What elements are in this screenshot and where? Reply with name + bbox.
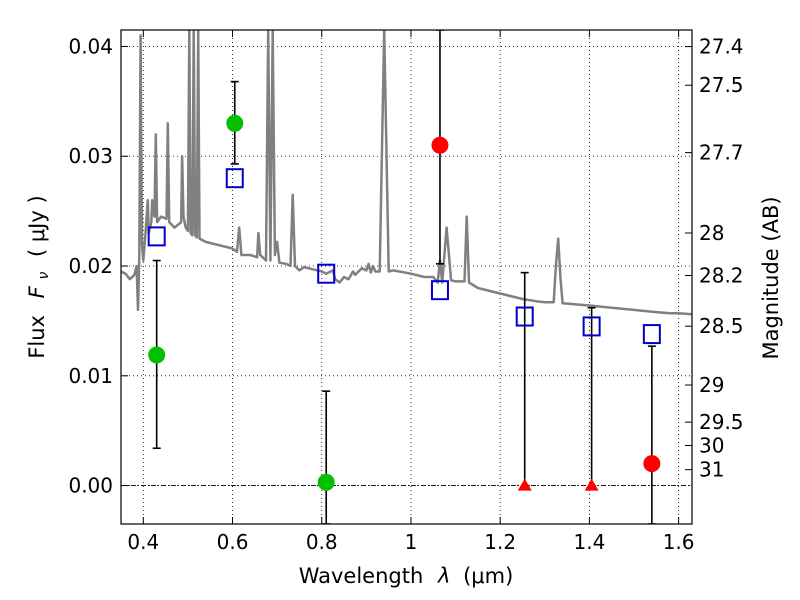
- y-tick-label: 0.01: [68, 364, 113, 388]
- model-flux-square: [225, 168, 244, 189]
- magnitude-tick-label: 31: [699, 458, 724, 482]
- magnitude-axis-label: Magnitude (AB): [759, 196, 783, 359]
- magnitude-tick-label: 27.4: [699, 35, 744, 59]
- data-point-circle: [317, 473, 335, 491]
- upper-limit-triangle: [584, 478, 599, 491]
- x-tick-label: 1.4: [573, 530, 605, 554]
- x-axis-label-prefix: Wavelength: [299, 564, 424, 588]
- x-tick-label: 0.4: [127, 530, 159, 554]
- plot-frame: [120, 29, 693, 525]
- magnitude-tick-label: 27.7: [699, 141, 744, 165]
- upper-limit-triangle: [517, 478, 532, 491]
- y-tick-label: 0.00: [68, 474, 113, 498]
- y-tick-label: 0.02: [68, 254, 113, 278]
- x-axis-label-unit: (μm): [463, 564, 513, 588]
- magnitude-tick-label: 27.5: [699, 73, 744, 97]
- x-tick-label: 0.6: [217, 530, 249, 554]
- y-tick-label: 0.04: [68, 34, 113, 58]
- x-tick-label: 0.8: [306, 530, 338, 554]
- y-axis-label: Flux F ν ( μJy ): [25, 195, 53, 358]
- magnitude-tick-label: 29: [699, 373, 724, 397]
- data-point-circle: [148, 346, 166, 364]
- model-flux-square: [147, 226, 166, 247]
- x-axis-label-symbol: λ: [437, 564, 450, 588]
- x-tick-label: 1: [405, 530, 418, 554]
- y-axis-label-unit: ( μJy ): [25, 195, 49, 257]
- magnitude-tick-label: 28.2: [699, 263, 744, 287]
- y-tick-label: 0.03: [68, 144, 113, 168]
- data-point-circle: [431, 136, 449, 154]
- x-axis-label: Wavelength λ (μm): [299, 564, 514, 588]
- data-point-circle: [226, 114, 244, 132]
- model-spectrum-line: [121, 30, 692, 316]
- x-tick-label: 1.2: [484, 530, 516, 554]
- axis-ticks: 0.4 0.6 0.8 1 1.2 1.4 1.6 0.00 0.01 0.02 0.03 0.04 2…: [68, 30, 744, 554]
- model-flux-square: [317, 263, 336, 284]
- model-flux-square: [515, 306, 534, 327]
- grid-lines: [121, 30, 692, 524]
- data-point-circle: [643, 455, 661, 473]
- y-axis-label-symbol: F: [25, 285, 49, 298]
- y-axis-label-prefix: Flux: [25, 315, 49, 359]
- magnitude-tick-label: 28.5: [699, 314, 744, 338]
- magnitude-tick-label: 29.5: [699, 410, 744, 434]
- magnitude-tick-label: 28: [699, 221, 724, 245]
- x-tick-label: 1.6: [663, 530, 695, 554]
- magnitude-tick-label: 30: [699, 434, 724, 458]
- plot-area: [121, 30, 692, 524]
- model-flux-square: [642, 324, 661, 345]
- y-axis-label-subscript: ν: [36, 272, 52, 280]
- model-flux-square: [430, 280, 449, 301]
- model-flux-square: [582, 316, 601, 337]
